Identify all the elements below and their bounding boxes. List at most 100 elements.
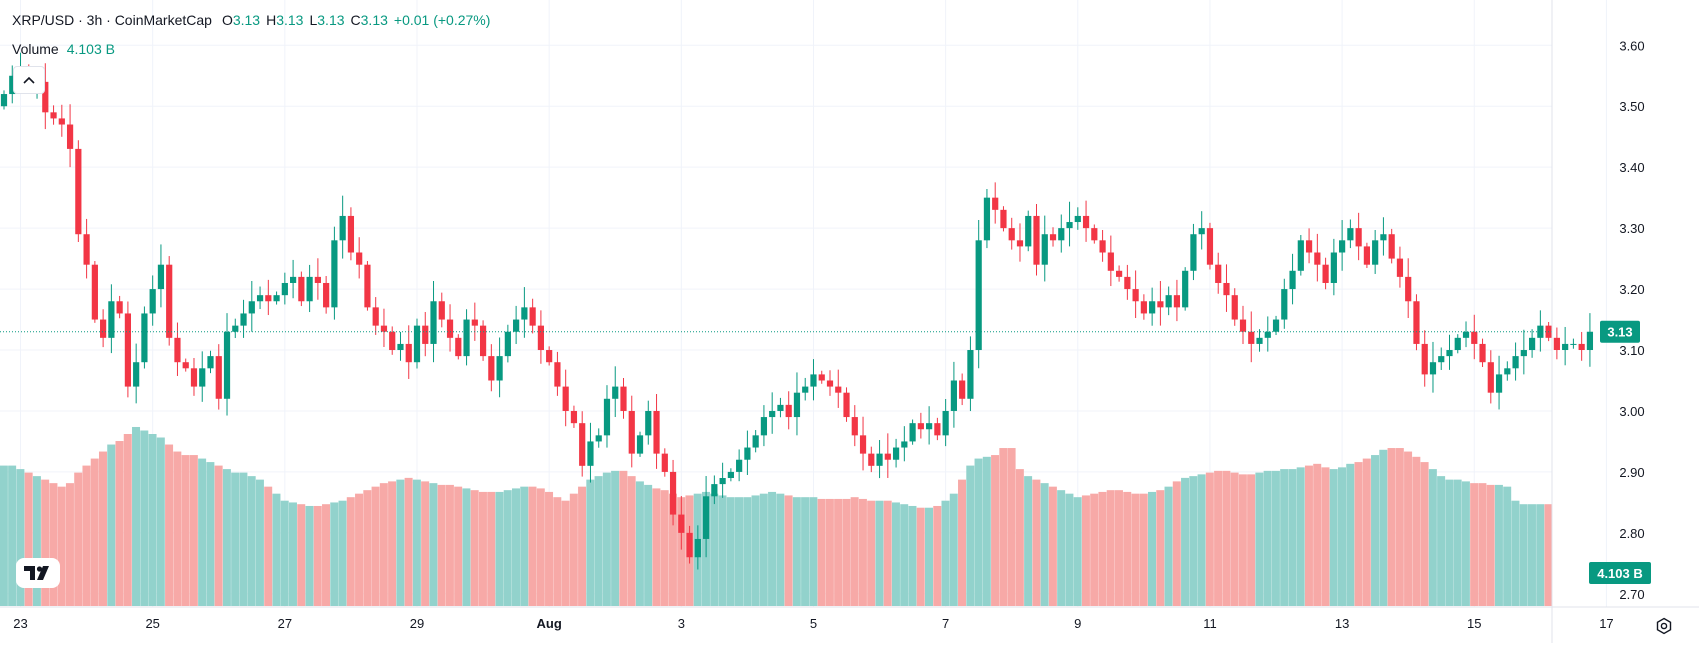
candle-body: [438, 301, 445, 320]
volume-bar: [1189, 476, 1198, 606]
volume-bar: [1230, 472, 1239, 606]
symbol-title[interactable]: XRP/USD · 3h · CoinMarketCap: [12, 12, 212, 28]
volume-bar: [958, 479, 967, 606]
candle-body: [356, 252, 363, 265]
candle-body: [736, 459, 743, 472]
volume-bar: [437, 484, 446, 606]
volume-bar: [181, 455, 190, 606]
volume-label[interactable]: Volume: [12, 41, 59, 57]
candle-body: [1025, 215, 1032, 247]
candle-body: [892, 447, 900, 460]
tradingview-logo[interactable]: [16, 558, 60, 588]
candle-body: [215, 356, 222, 399]
volume-bar: [388, 481, 397, 606]
volume-bar: [875, 500, 884, 606]
change-value: +0.01 (+0.27%): [393, 12, 491, 28]
candle-body: [1124, 276, 1131, 290]
volume-bar: [487, 491, 496, 606]
volume-bar: [528, 486, 537, 606]
candle-body: [694, 538, 701, 558]
candle-body: [496, 356, 503, 381]
volume-bar: [941, 500, 950, 606]
volume-bar: [1131, 493, 1140, 606]
volume-bar: [0, 465, 8, 606]
last-volume-label-bg: [1589, 562, 1651, 584]
candle-body: [1066, 222, 1073, 229]
volume-bar: [1048, 486, 1057, 606]
candle-body: [124, 313, 131, 387]
price-axis-tick-label: 3.30: [1619, 221, 1644, 236]
volume-bar: [1544, 504, 1553, 606]
candle-body: [1314, 252, 1321, 265]
volume-bar: [759, 493, 768, 606]
volume-bar: [495, 491, 504, 606]
candle-body: [1429, 362, 1437, 375]
volume-bar: [1321, 467, 1330, 606]
volume-bar: [611, 470, 620, 606]
volume-bar: [454, 486, 463, 606]
volume-bar: [173, 451, 182, 606]
volume-bar: [1073, 497, 1082, 606]
candle-body: [513, 319, 520, 332]
volume-bar: [974, 458, 983, 606]
volume-bar: [1428, 469, 1437, 606]
candle-body: [884, 453, 891, 460]
candle-body: [1330, 252, 1337, 283]
volume-bar: [883, 500, 892, 606]
candle-body: [42, 81, 49, 113]
candle-body: [1099, 240, 1106, 253]
last-volume-label: 4.103 B: [1597, 566, 1643, 581]
volume-bar: [1337, 467, 1346, 606]
candle-body: [983, 197, 991, 241]
candle-body: [835, 386, 842, 393]
volume-bar: [858, 498, 867, 606]
candle-body: [917, 423, 924, 430]
candle-body: [149, 289, 156, 314]
volume-bar: [1065, 493, 1074, 606]
volume-bar: [1181, 477, 1190, 606]
candle-body: [909, 423, 916, 442]
volume-bar: [594, 476, 603, 606]
volume-bar: [751, 495, 760, 606]
candle-body: [1363, 246, 1370, 265]
candle-body: [537, 325, 544, 351]
chart-settings-button[interactable]: [1650, 613, 1678, 639]
candle-body: [9, 75, 16, 95]
volume-bar: [305, 505, 314, 606]
candles: [0, 52, 1594, 570]
high-label: H: [266, 12, 277, 28]
volume-bar: [363, 490, 372, 606]
candle-body: [636, 435, 644, 454]
volume-bar: [404, 477, 413, 606]
candle-body: [1091, 228, 1098, 241]
volume-bar: [1123, 491, 1132, 606]
candle-body: [1215, 264, 1222, 283]
volume-bar: [123, 434, 132, 606]
volume-bar: [569, 493, 578, 606]
candle-body: [0, 94, 8, 107]
candle-body: [240, 313, 247, 326]
volume-bar: [578, 486, 587, 606]
price-axis-tick-label: 3.10: [1619, 343, 1644, 358]
candle-body: [851, 417, 858, 436]
volume-bar: [90, 458, 99, 606]
volume-bar: [1519, 504, 1528, 606]
volume-bar: [8, 465, 17, 606]
volume-bar: [933, 505, 942, 606]
volume-bar: [660, 490, 669, 606]
volume-bar: [511, 488, 520, 606]
candle-body: [273, 295, 280, 302]
close-label: C: [350, 12, 361, 28]
candle-body: [1372, 240, 1379, 265]
collapse-legend-button[interactable]: [13, 66, 45, 94]
volume-bar: [371, 486, 380, 606]
candle-body: [1049, 234, 1057, 241]
price-axis-tick-label: 2.90: [1619, 465, 1644, 480]
volume-bar: [32, 476, 41, 606]
time-axis-tick-label: 17: [1599, 616, 1613, 631]
time-axis-tick-label: 23: [13, 616, 27, 631]
volume-bar: [784, 495, 793, 606]
candle-body: [1578, 343, 1585, 351]
